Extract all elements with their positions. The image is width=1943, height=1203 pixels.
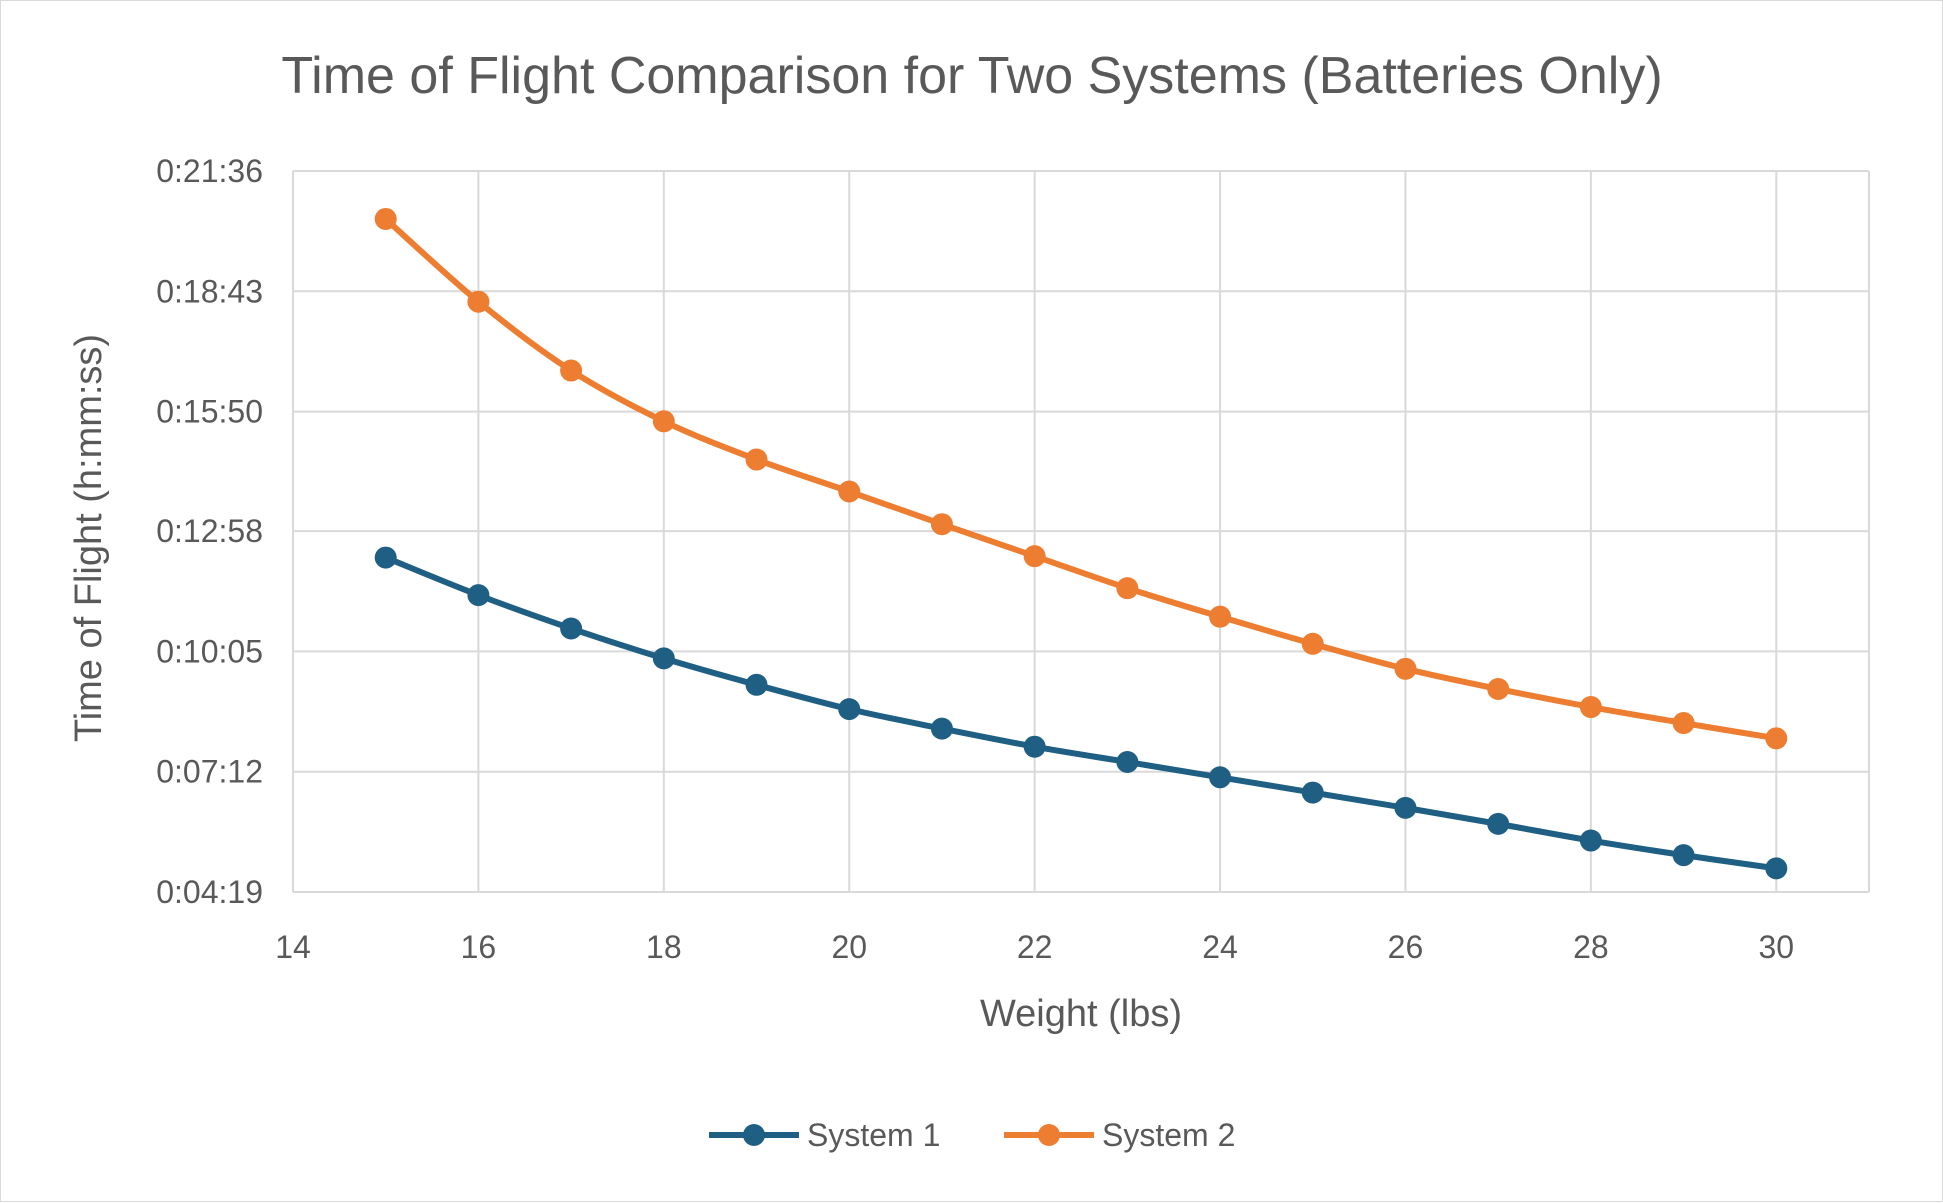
legend: System 1 System 2 [709,1117,1235,1153]
legend-marker [743,1124,765,1146]
data-point [745,673,768,696]
data-point [1209,766,1232,789]
y-axis-tick-labels: 0:04:19 0:07:12 0:10:05 0:12:58 0:15:50 0:18:… [156,153,263,910]
data-point [838,698,861,721]
data-point [1487,677,1510,700]
series-line [382,554,1780,872]
data-point [930,513,953,536]
x-axis-title: Weight (lbs) [980,993,1182,1035]
data-point [1301,781,1324,804]
x-tick-label: 20 [831,929,867,965]
data-point [467,290,490,313]
x-tick-label: 28 [1573,929,1609,965]
data-point [374,207,397,230]
data-point [1579,696,1602,719]
x-tick-label: 16 [461,929,497,965]
legend-label: System 2 [1102,1117,1235,1153]
series-1 [374,546,1788,880]
x-axis-tick-labels: 14 16 18 20 22 24 26 28 30 [275,929,1794,965]
data-point [1579,829,1602,852]
x-tick-label: 14 [275,929,311,965]
series-group [374,207,1788,880]
data-point [652,410,675,433]
data-point [467,584,490,607]
data-point [1765,727,1788,750]
y-tick-label: 0:07:12 [156,754,263,790]
y-tick-label: 0:04:19 [156,874,263,910]
legend-marker [1038,1124,1060,1146]
data-point [1672,844,1695,867]
y-tick-label: 0:12:58 [156,513,263,549]
y-tick-label: 0:21:36 [156,153,263,189]
data-point [930,717,953,740]
data-point [1765,857,1788,880]
legend-item: System 2 [1004,1117,1235,1153]
legend-label: System 1 [807,1117,940,1153]
chart-title: Time of Flight Comparison for Two System… [281,47,1662,105]
gridlines [292,170,1870,893]
x-tick-label: 26 [1388,929,1424,965]
data-point [1116,750,1139,773]
y-axis-title: Time of Flight (h:mm:ss) [68,334,110,742]
data-point [560,617,583,640]
x-tick-label: 30 [1758,929,1794,965]
data-point [745,448,768,471]
series-2 [374,207,1788,750]
legend-item: System 1 [709,1117,940,1153]
data-point [652,647,675,670]
data-point [1301,632,1324,655]
data-point [374,546,397,569]
y-tick-label: 0:18:43 [156,273,263,309]
data-point [1672,712,1695,735]
data-point [1209,605,1232,628]
data-point [1394,796,1417,819]
data-point [560,359,583,382]
data-point [1487,812,1510,835]
data-point [1116,577,1139,600]
x-tick-label: 24 [1202,929,1238,965]
data-point [838,480,861,503]
y-tick-label: 0:10:05 [156,633,263,669]
data-point [1023,545,1046,568]
data-point [1394,657,1417,680]
x-tick-label: 18 [646,929,682,965]
series-line [382,215,1780,742]
x-tick-label: 22 [1017,929,1053,965]
data-point [1023,735,1046,758]
y-tick-label: 0:15:50 [156,394,263,430]
